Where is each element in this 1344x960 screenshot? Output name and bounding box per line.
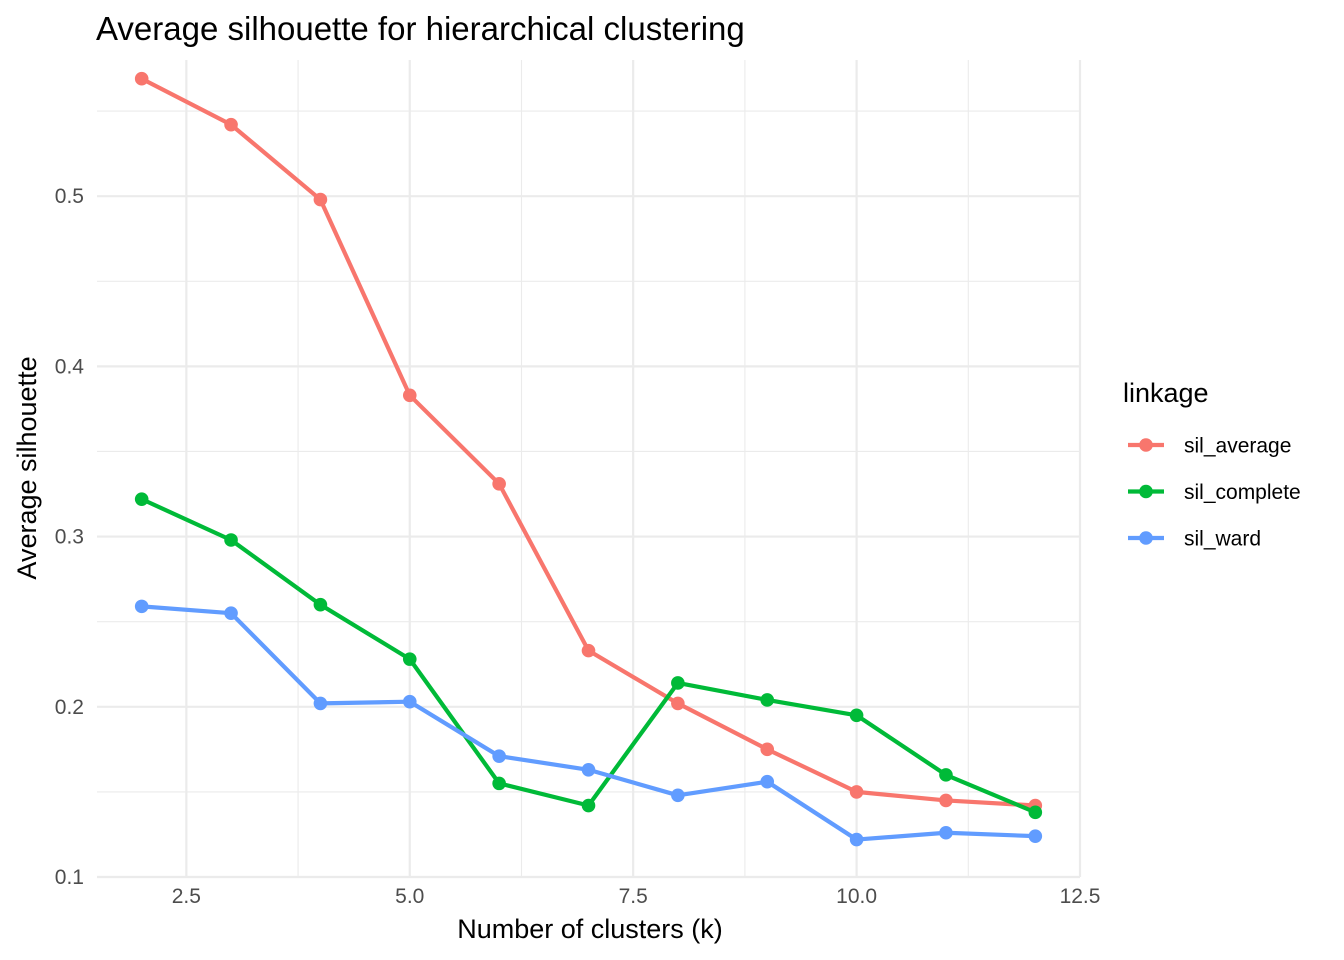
y-tick-label: 0.2	[55, 696, 84, 719]
legend-key-point	[1139, 484, 1153, 499]
x-axis-title: Number of clusters (k)	[457, 914, 723, 944]
data-point	[224, 117, 238, 132]
legend-item-sil-ward: sil_ward	[1128, 528, 1261, 551]
series-sil-ward	[134, 599, 1043, 847]
y-tick-label: 0.5	[55, 185, 84, 208]
data-point	[134, 71, 149, 86]
legend-title: linkage	[1123, 378, 1209, 408]
data-point	[849, 832, 864, 847]
x-axis-ticks: 2.5 5.0 7.5 10.0 12.5	[172, 885, 1101, 908]
data-point	[939, 768, 953, 782]
data-point	[402, 694, 417, 709]
legend-label: sil_ward	[1184, 528, 1261, 551]
series-sil-complete	[134, 492, 1043, 820]
data-point	[671, 788, 685, 803]
x-tick-label: 7.5	[619, 885, 648, 908]
data-point	[492, 477, 506, 491]
x-tick-label: 2.5	[172, 885, 201, 908]
data-point	[939, 793, 953, 808]
legend-items: sil_average sil_complete sil_ward	[1128, 435, 1301, 551]
legend-item-sil-average: sil_average	[1128, 435, 1291, 458]
x-tick-label: 10.0	[836, 885, 877, 908]
data-point	[760, 742, 775, 757]
y-tick-label: 0.1	[55, 866, 84, 889]
data-point	[313, 597, 328, 612]
data-point	[760, 693, 775, 707]
data-point	[313, 192, 328, 207]
series-line	[140, 76, 1036, 808]
data-point	[402, 652, 417, 666]
chart-title: Average silhouette for hierarchical clus…	[96, 10, 745, 47]
data-point	[581, 762, 596, 777]
data-point	[849, 785, 864, 799]
y-tick-label: 0.3	[55, 526, 84, 549]
x-tick-label: 12.5	[1060, 885, 1101, 908]
data-point	[224, 533, 238, 547]
data-point	[134, 492, 149, 506]
y-axis-title: Average silhouette	[12, 356, 42, 579]
data-point	[313, 696, 328, 711]
series-sil-average	[134, 71, 1043, 813]
legend-key-point	[1139, 531, 1153, 545]
data-point	[1028, 805, 1043, 820]
data-point	[671, 696, 685, 711]
legend-label: sil_average	[1184, 435, 1291, 458]
legend-key-point	[1139, 438, 1153, 452]
data-point	[581, 798, 596, 813]
data-point	[849, 708, 864, 723]
data-point	[671, 676, 685, 690]
data-point	[224, 606, 238, 620]
y-tick-label: 0.4	[55, 355, 85, 378]
legend-label: sil_complete	[1184, 481, 1301, 504]
grid-lines	[97, 60, 1082, 879]
x-tick-label: 5.0	[395, 885, 424, 908]
data-point	[402, 388, 417, 403]
data-point	[760, 774, 775, 789]
data-point	[492, 749, 506, 763]
data-point	[939, 825, 953, 840]
data-series	[134, 71, 1043, 847]
data-point	[134, 599, 149, 614]
legend: linkage sil_average sil_complete sil_ward	[1123, 378, 1301, 551]
data-point	[581, 643, 596, 658]
data-point	[492, 776, 506, 791]
y-axis-ticks: 0.1 0.2 0.3 0.4 0.5	[55, 185, 85, 889]
data-point	[1028, 829, 1043, 843]
legend-item-sil-complete: sil_complete	[1128, 481, 1301, 504]
